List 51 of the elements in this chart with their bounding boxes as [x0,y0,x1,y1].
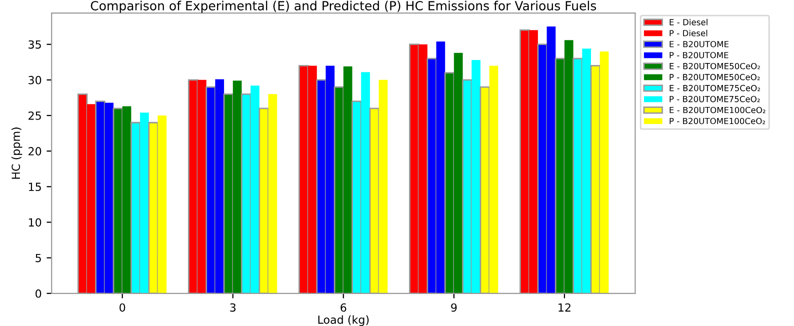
bar [122,106,132,294]
legend-label: P - B20UTOME50CeO₂ [670,74,760,80]
y-tick-label: 20 [28,147,42,156]
bar [418,44,428,294]
x-tick-label: 0 [120,303,126,312]
bar [600,51,609,294]
bar [361,72,370,294]
x-tick-label: 6 [340,303,346,312]
bar [232,80,242,294]
bar [489,66,498,294]
legend-label: E - B20UTOME75CeO₂ [670,84,760,92]
bar [472,60,480,294]
bar [158,116,167,294]
y-tick-label: 25 [28,111,41,120]
bar [529,30,538,294]
legend-label: P - B20UTOME100CeO₂ [670,118,766,124]
y-axis-title: HC (ppm) [11,128,22,179]
y-tick-label: 15 [28,182,41,192]
x-tick-label: 9 [451,303,457,312]
y-tick-label: 10 [28,218,42,227]
bar [582,48,591,294]
bar [198,80,206,294]
chart-title: Comparison of Experimental (E) and Predicted (P) HC Emissions for Various Fuels [90,0,596,13]
bar [215,79,224,294]
bar [140,112,149,294]
legend-label: P - Diesel [670,30,708,36]
bar [308,66,317,294]
legend-label: E - B20UTOME50CeO₂ [670,62,760,70]
bar [343,66,352,294]
bar [86,104,96,294]
x-tick-label: 12 [558,303,570,312]
bar [268,94,278,294]
legend-label: P - B20UTOME [670,52,728,58]
bar [378,80,388,294]
legend-label: E - Diesel [670,18,708,26]
x-tick-label: 3 [230,303,236,312]
bar [454,52,463,294]
bar [326,66,335,294]
bar [250,86,260,294]
y-tick-label: 5 [36,254,41,262]
bar [546,26,556,294]
y-tick-label: 35 [28,40,41,49]
bar [564,40,574,294]
bar [436,42,446,294]
y-tick-label: 0 [36,289,42,298]
bar [104,102,114,294]
y-tick-label: 30 [28,76,42,84]
legend-label: P - B20UTOME75CeO₂ [670,96,760,102]
legend-label: E - B20UTOME [670,40,729,48]
x-axis-title: Load (kg) [318,315,369,326]
legend-label: E - B20UTOME100CeO₂ [670,106,766,114]
